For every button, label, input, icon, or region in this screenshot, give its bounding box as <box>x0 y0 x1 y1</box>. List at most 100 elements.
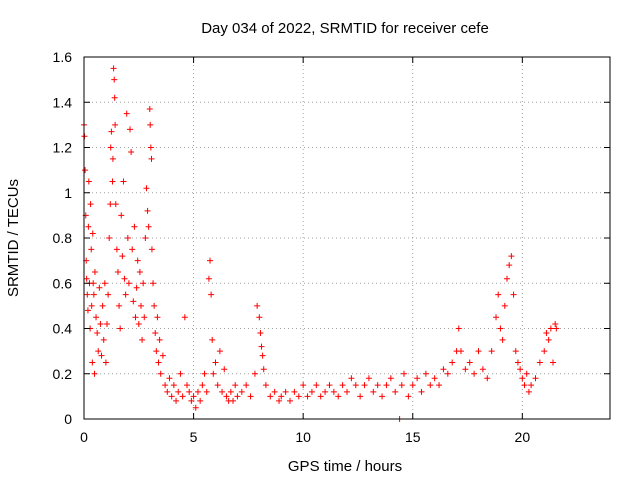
data-point <box>131 223 138 230</box>
y-axis-title: SRMTID / TECUs <box>5 179 22 297</box>
data-point <box>137 302 144 309</box>
data-point <box>89 359 96 366</box>
data-point <box>267 393 274 400</box>
data-point <box>501 302 508 309</box>
data-point <box>291 388 298 395</box>
data-point <box>94 330 101 337</box>
data-point <box>150 280 157 287</box>
data-point <box>121 275 128 282</box>
data-point <box>543 330 550 337</box>
data-point <box>532 375 539 382</box>
y-tick-label: 1.2 <box>53 140 73 156</box>
data-point <box>188 397 195 404</box>
data-point <box>258 343 265 350</box>
data-point <box>271 388 278 395</box>
data-point <box>184 382 191 389</box>
data-point <box>110 65 117 72</box>
data-point <box>335 393 342 400</box>
data-point <box>209 336 216 343</box>
data-point <box>322 388 329 395</box>
data-point <box>488 348 495 355</box>
x-axis-title: GPS time / hours <box>288 458 402 475</box>
data-point <box>120 178 127 185</box>
data-point <box>84 307 91 314</box>
data-point <box>510 291 517 298</box>
data-point <box>106 235 113 241</box>
data-point <box>521 382 528 389</box>
data-points <box>81 65 560 422</box>
data-point <box>427 382 434 389</box>
data-point <box>219 388 226 395</box>
data-point <box>506 262 513 269</box>
data-point <box>344 388 350 395</box>
data-point <box>119 253 126 260</box>
data-point <box>207 257 214 264</box>
data-point <box>232 382 239 389</box>
data-point <box>400 370 407 377</box>
data-point <box>471 370 478 377</box>
data-point <box>125 280 132 287</box>
data-point <box>257 330 264 337</box>
data-point <box>132 314 139 321</box>
data-point <box>508 253 515 260</box>
data-point <box>88 302 95 309</box>
data-point <box>210 370 217 377</box>
data-point <box>387 375 394 382</box>
data-point <box>162 382 169 389</box>
data-point <box>141 314 148 321</box>
data-point <box>326 382 333 389</box>
y-tick-label: 0.6 <box>53 275 73 291</box>
data-point <box>129 246 136 253</box>
y-tick-label: 1 <box>64 185 72 201</box>
data-point <box>436 382 443 389</box>
data-point <box>499 336 506 343</box>
data-point <box>89 230 96 237</box>
data-point <box>151 302 158 309</box>
data-point <box>145 223 152 230</box>
data-point <box>144 207 151 214</box>
data-point <box>256 314 263 321</box>
data-point <box>216 348 223 355</box>
data-point <box>251 370 258 377</box>
data-point <box>113 246 120 253</box>
data-point <box>100 336 107 343</box>
data-point <box>497 325 504 332</box>
data-point <box>512 348 519 355</box>
data-point <box>190 393 197 400</box>
data-point <box>536 359 543 366</box>
data-point <box>282 388 289 395</box>
data-point <box>118 212 125 219</box>
data-point <box>203 388 210 395</box>
data-point <box>455 325 462 332</box>
data-point <box>95 348 102 355</box>
data-point <box>97 320 104 327</box>
data-point <box>234 393 241 400</box>
data-point <box>85 178 92 185</box>
data-point <box>214 382 221 389</box>
y-tick-label: 0 <box>64 411 72 427</box>
data-point <box>136 268 143 275</box>
data-point <box>414 375 421 382</box>
data-point <box>365 375 372 382</box>
data-point <box>168 393 175 400</box>
data-point <box>152 330 159 337</box>
data-point <box>361 382 368 389</box>
ticks: 0 0.2 0.4 0.6 0.8 1 1.2 1.4 1.6 0 5 10 15 20 <box>53 49 610 445</box>
data-point <box>105 291 112 298</box>
data-point <box>276 397 283 404</box>
data-point <box>212 359 219 366</box>
data-point <box>525 388 532 395</box>
data-point <box>444 370 451 377</box>
data-point <box>553 325 560 332</box>
data-point <box>117 325 124 332</box>
data-point <box>352 382 359 389</box>
data-point <box>170 382 177 389</box>
data-point <box>109 178 116 185</box>
data-point <box>127 126 134 133</box>
data-point <box>124 235 131 241</box>
data-point <box>409 382 416 389</box>
data-point <box>475 348 482 355</box>
data-point <box>528 382 535 389</box>
data-point <box>493 314 500 321</box>
data-point <box>374 382 381 389</box>
